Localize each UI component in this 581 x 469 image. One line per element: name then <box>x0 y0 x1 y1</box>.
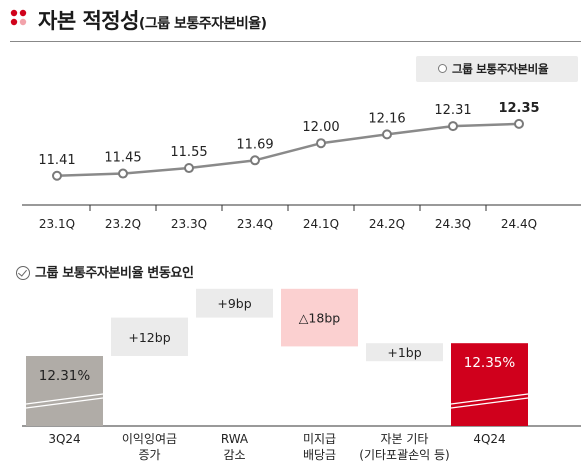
data-point <box>514 118 524 129</box>
data-label: 12.00 <box>302 120 339 135</box>
bar-value-label: △18bp <box>299 311 340 326</box>
bar-value-label: +1bp <box>387 345 421 360</box>
data-point <box>316 138 326 149</box>
bar-stripe <box>450 397 529 409</box>
red-dots-logo-icon <box>10 9 27 26</box>
bar-value-label: +9bp <box>217 296 251 311</box>
x-tick-label: 23.3Q <box>171 217 207 231</box>
data-point <box>250 155 260 166</box>
page-title-main: 자본 적정성 <box>38 9 139 33</box>
increase-bar <box>111 317 188 356</box>
category-label: 이익잉여금 <box>122 432 177 446</box>
category-label: RWA <box>221 432 249 446</box>
series-line <box>56 122 520 178</box>
x-tick-label: 23.4Q <box>237 217 273 231</box>
data-point <box>118 168 128 179</box>
data-point <box>184 163 194 174</box>
increase-bar <box>366 343 443 362</box>
category-label: 감소 <box>223 448 245 462</box>
section-title: 그룹 보통주자본비율 변동요인 <box>16 262 194 281</box>
bar-value-label: 12.31% <box>39 368 91 384</box>
data-point <box>382 129 392 140</box>
bar-stripe <box>25 397 104 409</box>
bar-value-label: 12.35% <box>464 355 516 371</box>
start-total-bar <box>26 356 103 426</box>
data-label: 12.35 <box>498 101 539 116</box>
x-tick-label: 24.4Q <box>501 217 537 231</box>
increase-bar <box>196 288 273 318</box>
x-tick-label: 23.2Q <box>105 217 141 231</box>
data-point <box>52 170 62 181</box>
section-title-label: 그룹 보통주자본비율 변동요인 <box>35 266 194 281</box>
x-tick-label: 24.2Q <box>369 217 405 231</box>
bar-value-label: +12bp <box>128 330 170 345</box>
category-label: 증가 <box>138 448 160 462</box>
data-point <box>448 121 458 132</box>
legend-marker-icon <box>438 64 447 73</box>
data-label: 11.55 <box>170 145 207 160</box>
legend-label: 그룹 보통주자본비율 <box>452 62 549 76</box>
check-circle-icon <box>16 265 30 280</box>
page-subtitle: (그룹 보통주자본비율) <box>138 16 267 32</box>
x-tick-label: 24.3Q <box>435 217 471 231</box>
category-label: 3Q24 <box>48 432 80 446</box>
x-tick-label: 24.1Q <box>303 217 339 231</box>
bar-stripe <box>25 393 104 405</box>
header-divider <box>10 41 581 42</box>
category-label: 미지급 <box>303 432 336 446</box>
decrease-bar <box>281 288 358 347</box>
category-label: 4Q24 <box>473 432 505 446</box>
bar-stripe <box>450 393 529 405</box>
data-label: 12.31 <box>434 103 471 118</box>
category-label: (기타포괄손익 등) <box>359 448 449 462</box>
x-tick-label: 23.1Q <box>39 217 75 231</box>
page-title: 자본 적정성(그룹 보통주자본비율) <box>38 5 267 35</box>
category-label: 배당금 <box>303 448 336 462</box>
data-label: 12.16 <box>368 111 405 126</box>
category-label: 자본 기타 <box>381 432 429 446</box>
end-total-bar <box>451 343 528 426</box>
data-label: 11.41 <box>38 153 75 168</box>
chart-legend: 그룹 보통주자본비율 <box>416 56 578 82</box>
data-label: 11.45 <box>104 151 141 166</box>
data-label: 11.69 <box>236 137 273 152</box>
header: 자본 적정성(그룹 보통주자본비율) <box>0 0 581 44</box>
line-chart: 23.1Q 23.2Q 23.3Q 23.4Q 24.1Q 24.2Q 24.3Q 24.4Q… <box>22 101 581 231</box>
